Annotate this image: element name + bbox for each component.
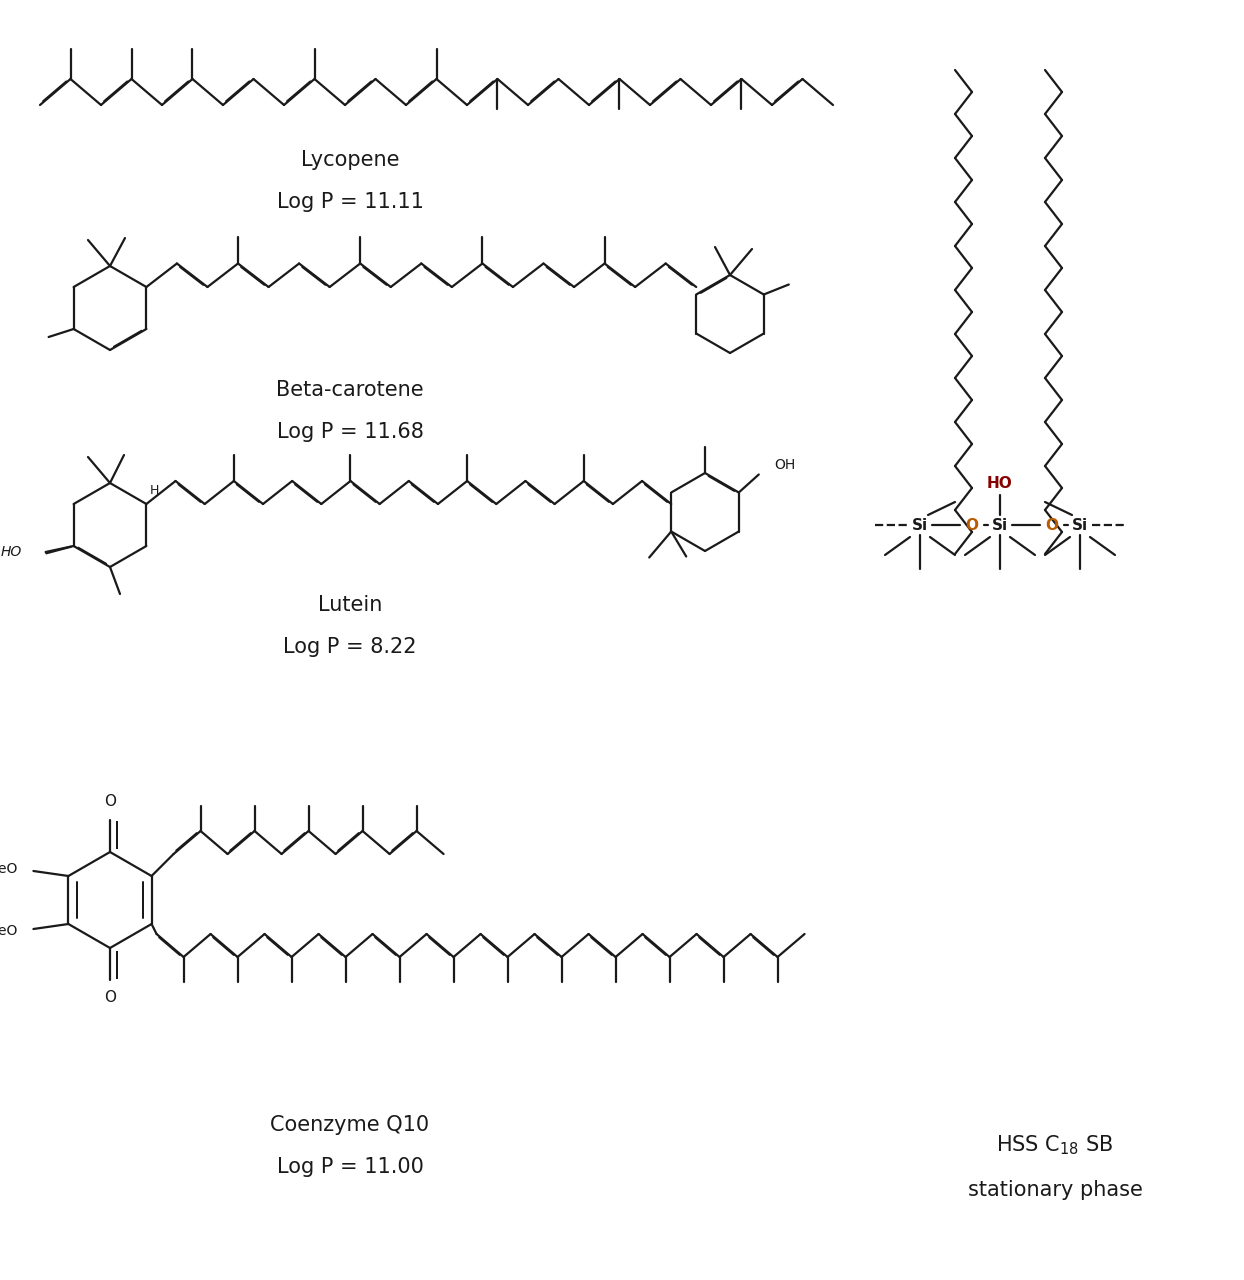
Text: Si: Si (991, 517, 1008, 532)
Text: O: O (104, 795, 116, 809)
Text: MeO: MeO (0, 861, 19, 876)
Text: Log P = 8.22: Log P = 8.22 (284, 637, 417, 657)
Text: HSS C$_{18}$ SB: HSS C$_{18}$ SB (996, 1133, 1113, 1157)
Text: stationary phase: stationary phase (968, 1180, 1142, 1201)
Text: HO: HO (0, 545, 21, 559)
Text: HO: HO (988, 475, 1013, 490)
Text: Log P = 11.00: Log P = 11.00 (276, 1157, 423, 1178)
Text: Beta-carotene: Beta-carotene (276, 380, 424, 399)
Text: Lutein: Lutein (317, 595, 382, 614)
Text: Lycopene: Lycopene (301, 150, 399, 170)
Text: O: O (1045, 517, 1059, 532)
Text: MeO: MeO (0, 924, 19, 938)
Text: OH: OH (774, 457, 795, 471)
Text: Si: Si (912, 517, 928, 532)
Text: O: O (104, 991, 116, 1006)
Text: Coenzyme Q10: Coenzyme Q10 (270, 1115, 429, 1135)
Text: Log P = 11.11: Log P = 11.11 (276, 192, 423, 212)
Text: Log P = 11.68: Log P = 11.68 (276, 422, 423, 442)
Text: O: O (965, 517, 979, 532)
Text: Si: Si (1072, 517, 1088, 532)
Text: H: H (149, 485, 159, 498)
